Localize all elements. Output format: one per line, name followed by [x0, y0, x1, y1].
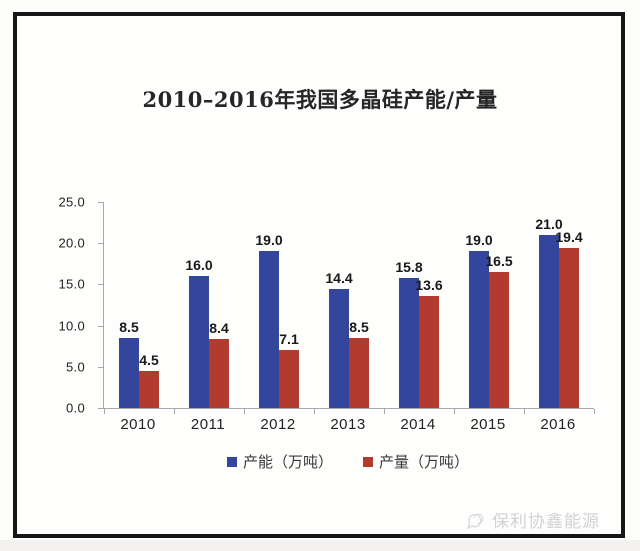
y-tick-label-5.0: 5.0: [66, 359, 85, 375]
bar-capacity-2015: [469, 251, 489, 408]
bar-capacity-2014: [399, 277, 419, 408]
y-axis-tick-labels: 0.0 5.0 10.0 15.0 20.0 25.0: [40, 195, 97, 416]
bar-output-2010: [139, 370, 159, 408]
x-tick-mark: [594, 409, 595, 414]
x-axis-category-labels: 2010 2011 2012 2013 2014 2015 2016: [103, 416, 593, 436]
bar-capacity-2013: [329, 289, 349, 408]
value-label-capacity-2011: 16.0: [185, 257, 213, 274]
x-tick-mark: [454, 409, 455, 414]
value-label-capacity-2013: 14.4: [325, 270, 353, 287]
x-tick-mark: [104, 409, 105, 414]
x-category-label-2011: 2011: [190, 416, 226, 433]
legend-item-capacity: 产能（万吨）: [226, 451, 333, 472]
bar-output-2014: [419, 295, 439, 408]
bar-output-2013: [349, 337, 369, 408]
legend-item-output: 产量（万吨）: [363, 451, 469, 472]
y-tick-mark: [98, 284, 104, 286]
value-label-output-2011: 8.4: [209, 319, 229, 336]
x-tick-mark: [524, 409, 525, 414]
bar-output-2012: [279, 349, 299, 408]
value-label-output-2015: 16.5: [485, 253, 513, 270]
value-label-output-2012: 7.1: [279, 330, 299, 347]
x-tick-mark: [314, 409, 315, 414]
x-category-label-2016: 2016: [540, 416, 576, 433]
value-label-capacity-2012: 19.0: [255, 232, 283, 249]
value-label-capacity-2015: 19.0: [465, 232, 493, 249]
x-category-label-2013: 2013: [330, 416, 366, 433]
y-tick-mark: [98, 408, 104, 409]
bar-capacity-2012: [259, 251, 279, 408]
y-tick-mark: [98, 243, 104, 245]
plot-area: 8.5 16.0 19.0 14.4 15.8 19.0 21.0 4.5 8.4 7.1 8.5 1…: [98, 202, 595, 414]
y-tick-label-0.0: 0.0: [66, 400, 85, 416]
value-label-capacity-2016: 21.0: [535, 215, 563, 232]
bar-capacity-2016: [539, 234, 559, 408]
image-frame-border: [13, 12, 625, 538]
watermark: 保利协鑫能源: [465, 507, 600, 532]
y-tick-label-20.0: 20.0: [58, 235, 85, 251]
capacity-series-swatch-icon: [226, 456, 237, 467]
y-tick-label-10.0: 10.0: [58, 318, 85, 334]
y-tick-mark: [98, 202, 104, 203]
x-category-label-2010: 2010: [120, 416, 156, 433]
x-tick-mark: [174, 409, 175, 414]
x-category-label-2014: 2014: [400, 416, 436, 433]
value-label-output-2016: 19.4: [555, 229, 583, 246]
x-category-label-2012: 2012: [260, 416, 296, 433]
bar-capacity-2011: [189, 276, 209, 408]
chart-title: 2010–2016年我国多晶硅产能/产量: [142, 87, 498, 112]
y-tick-mark: [98, 325, 104, 327]
bar-output-2016: [559, 248, 579, 408]
value-label-capacity-2014: 15.8: [395, 258, 423, 275]
y-tick-mark: [98, 366, 104, 368]
bar-capacity-2010: [119, 337, 139, 408]
y-tick-label-25.0: 25.0: [58, 194, 85, 210]
x-tick-mark: [244, 409, 245, 414]
scan-artifact-strip: [0, 540, 640, 551]
chart-legend: 产能（万吨） 产量（万吨）: [103, 451, 593, 472]
value-label-capacity-2010: 8.5: [119, 318, 139, 335]
value-label-output-2014: 13.6: [415, 276, 443, 293]
bar-output-2011: [209, 338, 229, 408]
y-tick-label-15.0: 15.0: [58, 276, 85, 292]
x-tick-mark: [384, 409, 385, 414]
x-category-label-2015: 2015: [470, 416, 506, 433]
legend-label-capacity: 产能（万吨）: [242, 453, 333, 471]
value-label-output-2010: 4.5: [139, 351, 159, 368]
legend-label-output: 产量（万吨）: [379, 453, 470, 471]
value-label-output-2013: 8.5: [349, 318, 369, 335]
bar-output-2015: [489, 272, 509, 408]
gcl-poly-logo-icon: [466, 513, 484, 529]
watermark-text: 保利协鑫能源: [492, 512, 600, 532]
output-series-swatch-icon: [363, 456, 373, 467]
